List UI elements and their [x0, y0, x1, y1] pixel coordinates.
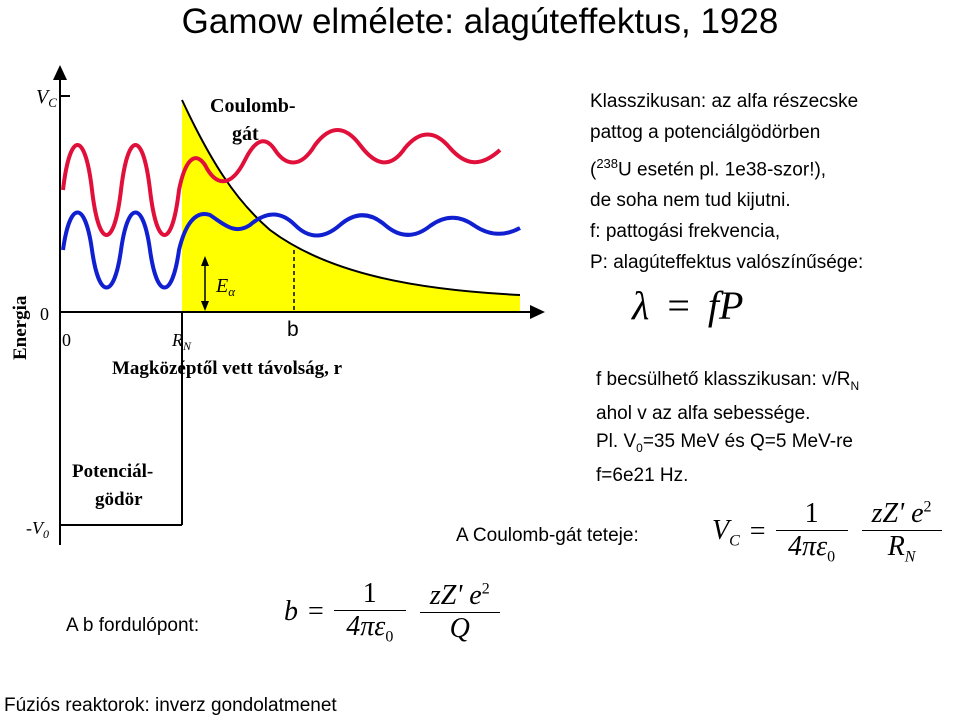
vc-formula: VC = 1 4πε0 zZ' e2 RN — [712, 498, 942, 567]
isotope-mass: 238 — [596, 156, 619, 171]
text-line: Klasszikusan: az alfa részecske — [590, 91, 859, 112]
text-line: (238U esetén pl. 1e38-szor!), — [590, 156, 827, 181]
blue-wave — [61, 210, 521, 290]
b-marker-label: b — [287, 318, 299, 341]
text-line: f: pattogási frekvencia, — [590, 221, 781, 243]
text-line: de soha nem tud kijutni. — [590, 190, 791, 212]
turning-point-label: A b fordulópont: — [66, 615, 200, 636]
lambda-formula: λ = fP — [632, 283, 744, 328]
f-estimate: f becsülhető klasszikusan: v/RN ahol v a… — [596, 366, 960, 490]
well-label-2: gödör — [95, 489, 143, 510]
coulomb-barrier-area — [182, 100, 520, 312]
text-line: ahol v az alfa sebessége. — [596, 402, 811, 424]
coulomb-top-label: A Coulomb-gát teteje: — [456, 525, 639, 546]
coulomb-barrier-curve — [181, 99, 521, 296]
rn-label: RN — [171, 330, 192, 353]
classical-text: Klasszikusan: az alfa részecske pattog a… — [590, 86, 960, 278]
coulomb-label: Coulomb- — [210, 95, 296, 117]
gamow-diagram: VC Coulomb- gát Eα 0 0 RN Magközéptől ve… — [10, 65, 545, 545]
footer-text: Fúziós reaktorok: inverz gondolatmenet — [4, 695, 337, 716]
text-line: Pl. V0=35 MeV és Q=5 MeV-re — [596, 430, 853, 455]
vc-label: VC — [36, 86, 57, 110]
text-line: pattog a potenciálgödörben — [590, 122, 821, 143]
b-formula: b = 1 4πε0 zZ' e2 Q — [284, 578, 500, 647]
x-axis-label: Magközéptől vett távolság, r — [112, 358, 343, 379]
text-line: f=6e21 Hz. — [596, 464, 689, 486]
red-wave — [61, 128, 502, 237]
v0-label: -V0 — [26, 518, 49, 541]
text-line: f becsülhető klasszikusan: v/RN — [596, 369, 860, 393]
zero-x-label: 0 — [62, 330, 71, 350]
ealpha-label: Eα — [215, 275, 236, 299]
y-axis-label: Energia — [10, 295, 31, 360]
zero-y-label: 0 — [40, 304, 49, 324]
well-label: Potenciál- — [72, 461, 153, 482]
text-line: P: alagúteffektus valószínűsége: — [590, 252, 864, 274]
slide-title: Gamow elmélete: alagúteffektus, 1928 — [181, 2, 779, 41]
coulomb-label-2: gát — [232, 123, 259, 145]
